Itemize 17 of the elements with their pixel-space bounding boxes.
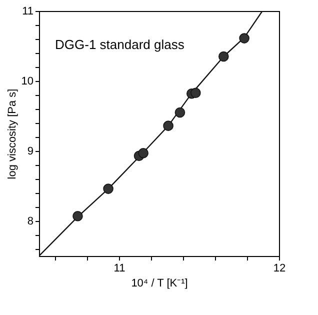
point [72, 210, 83, 222]
point [103, 184, 114, 194]
y-tick-label: 9 [27, 146, 34, 158]
point [138, 148, 148, 158]
y-tick-label: 8 [27, 216, 34, 228]
x-tick-label: 12 [273, 262, 286, 274]
annotation: DGG-1 standard glass [55, 37, 185, 52]
point [174, 107, 186, 118]
x-axis-title: 10⁴ / T [K⁻¹] [131, 278, 188, 290]
line-series [39, 11, 263, 256]
y-tick-label: 10 [21, 76, 34, 88]
point [163, 120, 174, 131]
y-tick-label: 11 [22, 6, 34, 18]
point [239, 33, 250, 44]
y-axis-title: log viscosity [Pa s] [6, 88, 18, 180]
point [218, 51, 229, 62]
point [190, 88, 201, 98]
